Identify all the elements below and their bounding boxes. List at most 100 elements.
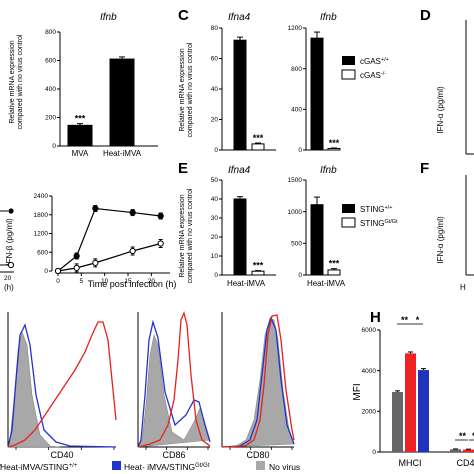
bar-chart-ifnb-sting: 0 500 1000 1500 *** <box>288 177 341 279</box>
significance-label: *** <box>253 261 264 271</box>
y-tick-label: 0 <box>44 268 48 275</box>
significance-label: * <box>416 315 420 325</box>
axis-unit: (h) <box>4 283 14 292</box>
chart-title: Ifna4 <box>228 12 251 23</box>
bar <box>233 198 247 276</box>
panel-h: H MFI <box>352 309 381 401</box>
chart-title: Ifnb <box>320 165 337 176</box>
histogram-sting-wt <box>7 321 117 448</box>
y-tick-label: 0 <box>298 272 302 279</box>
data-point <box>8 208 14 214</box>
bar-chart-ifnb-virus: 0 200 400 600 800 *** MVA Heat-iMVA <box>45 29 158 158</box>
y-tick-label: 0 <box>214 147 218 154</box>
legend-sting: STING+/+ STINGGt/Gt <box>341 204 398 228</box>
y-tick-label: 0 <box>214 272 218 279</box>
histogram-label: CD80 <box>246 450 269 460</box>
bar <box>310 37 324 151</box>
x-tick-label: 0 <box>56 278 60 285</box>
x-tick-label: 20 <box>148 278 156 285</box>
y-tick-label: 40 <box>211 196 219 203</box>
bar <box>67 124 93 147</box>
panel-e: E Ifna4 Ifnb Relative mRNA expression co… <box>178 160 398 288</box>
panel-ifnb-virus: Ifnb Relative mRNA expression compared w… <box>9 12 117 129</box>
data-point <box>92 205 99 212</box>
y-tick-label: 400 <box>291 107 302 114</box>
y-tick-label: 500 <box>291 241 302 248</box>
bar-chart-mfi: 0200040006000MHCICD40******* <box>362 315 474 468</box>
chart-title: Ifna4 <box>228 165 251 176</box>
y-axis-label: IFN-α (pg/ml) <box>436 216 445 264</box>
series-line <box>57 207 161 272</box>
bar <box>450 449 461 452</box>
significance-label: *** <box>253 133 264 143</box>
bar <box>418 370 429 452</box>
y-tick-label: 40 <box>211 86 219 93</box>
y-tick-label: 0 <box>372 449 376 456</box>
significance-label: *** <box>329 259 340 269</box>
legend-swatch-gray <box>256 461 265 470</box>
legend-label: Heat-iMVA/STING+/+ <box>0 462 78 472</box>
legend-label: cGAS+/+ <box>360 57 389 66</box>
bar <box>327 147 341 151</box>
bar <box>392 392 403 452</box>
data-point <box>157 212 164 220</box>
data-point <box>73 264 80 271</box>
y-axis-label: IFN-β (pg/ml) <box>5 218 14 266</box>
histogram-sting-wt <box>221 314 295 448</box>
y-axis-label-line2: compared with no virus control <box>187 42 194 137</box>
panel-letter-c: C <box>178 7 189 24</box>
y-axis-label-line2: compared with no virus control <box>17 34 24 129</box>
y-axis-label: MFI <box>352 383 363 400</box>
cropped-panel-edge: 20 (h) <box>0 208 14 292</box>
legend-label: Heat- iMVA/STINGGt/Gt <box>124 462 210 472</box>
bar <box>405 353 416 452</box>
series-line <box>57 242 161 272</box>
panel-ifnb-timecourse: IFN-β (pg/ml) Time post infection (h) <box>5 218 176 289</box>
x-tick-label: 15 <box>124 278 132 285</box>
category-label: MVA <box>72 149 89 158</box>
panel-f: F IFN-α (pg/ml) H <box>420 160 474 292</box>
panel-c: C Ifna4 Ifnb Relative mRNA expression co… <box>178 7 389 137</box>
y-tick-label: 1000 <box>288 209 303 216</box>
flow-histograms: CD40 CD86 CD80 <box>0 310 295 466</box>
y-tick-label: 1200 <box>34 231 49 238</box>
data-point <box>129 209 136 216</box>
legend-cgas: cGAS+/+ cGAS-/- <box>341 56 389 80</box>
y-tick-label: 800 <box>45 29 56 36</box>
data-point <box>157 240 164 247</box>
x-tick-label: 5 <box>80 278 84 285</box>
y-axis-label-line2: compared with no virus control <box>187 188 194 283</box>
panel-letter-f: F <box>420 160 429 177</box>
bar <box>251 143 265 151</box>
legend-label: STINGGt/Gt <box>360 219 398 228</box>
x-axis-label: Heat-iMVA <box>227 279 266 288</box>
y-tick-label: 20 <box>211 117 219 124</box>
chart-title: Ifnb <box>320 12 337 23</box>
data-point <box>73 252 80 260</box>
significance-label: *** <box>329 138 340 148</box>
histogram-sting-gt <box>137 319 211 448</box>
bar <box>463 449 474 452</box>
legend-label: STING+/+ <box>360 205 392 214</box>
y-tick-label: 2400 <box>34 193 49 200</box>
y-tick-label: 4000 <box>362 368 377 375</box>
data-point <box>54 267 62 275</box>
legend-label: No virus <box>269 462 300 472</box>
y-tick-label: 80 <box>211 25 219 32</box>
y-tick-label: 1500 <box>288 177 303 184</box>
line-chart-ifnb-time: 0 600 1200 1800 2400 0 5 10 15 20 <box>34 193 170 285</box>
y-axis-label-line1: Relative mRNA expression <box>179 194 186 277</box>
y-tick-label: 20 <box>211 234 219 241</box>
data-point <box>129 247 136 255</box>
panel-letter-d: D <box>420 7 431 24</box>
data-point <box>7 261 15 269</box>
y-tick-label: 10 <box>211 253 219 260</box>
y-tick-label: 0 <box>52 143 56 150</box>
category-label: Heat-iMVA <box>103 149 142 158</box>
bar <box>251 270 265 276</box>
significance-label: *** <box>75 114 86 124</box>
category-label: MHCI <box>399 458 422 468</box>
bar-chart-ifna4-sting: 0 10 20 30 40 50 *** <box>211 177 276 279</box>
